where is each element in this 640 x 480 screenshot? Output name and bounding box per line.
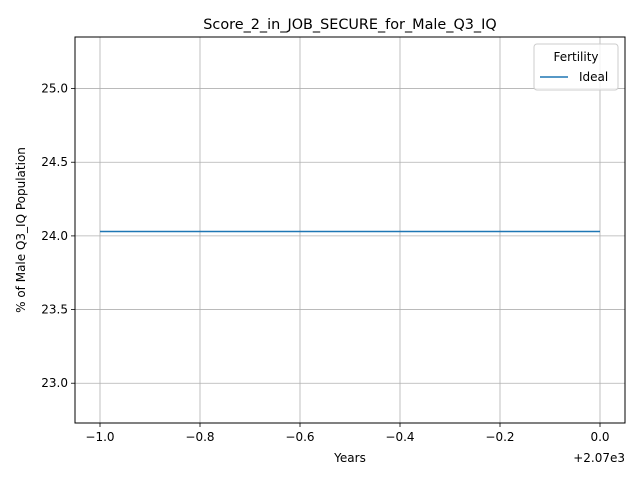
legend-title: Fertility xyxy=(553,50,598,64)
y-tick-label: 24.0 xyxy=(41,229,68,243)
y-axis-label: % of Male Q3_IQ Population xyxy=(14,147,28,313)
x-tick-label: 0.0 xyxy=(590,430,609,444)
x-tick-label: −0.4 xyxy=(385,430,414,444)
y-tick-label: 23.0 xyxy=(41,376,68,390)
legend: Fertility Ideal xyxy=(533,43,619,91)
y-tick-label: 25.0 xyxy=(41,82,68,96)
x-tick-label: −1.0 xyxy=(85,430,114,444)
plot-area-frame xyxy=(74,36,626,424)
legend-box xyxy=(533,43,619,91)
y-tick-label: 23.5 xyxy=(41,303,68,317)
x-tick-label: −0.2 xyxy=(485,430,514,444)
x-axis-offset-label: +2.07e3 xyxy=(573,451,625,465)
legend-label-ideal: Ideal xyxy=(579,70,608,84)
x-axis-label: Years xyxy=(333,451,366,465)
x-tick-label: −0.6 xyxy=(285,430,314,444)
x-tick-label: −0.8 xyxy=(185,430,214,444)
chart-title: Score_2_in_JOB_SECURE_for_Male_Q3_IQ xyxy=(203,17,496,33)
y-tick-label: 24.5 xyxy=(41,155,68,169)
grid-lines xyxy=(75,37,625,423)
axis-ticks: −1.0 −0.8 −0.6 −0.4 −0.2 0.0 23.0 23.5 24.0 24.5 2… xyxy=(41,82,609,444)
